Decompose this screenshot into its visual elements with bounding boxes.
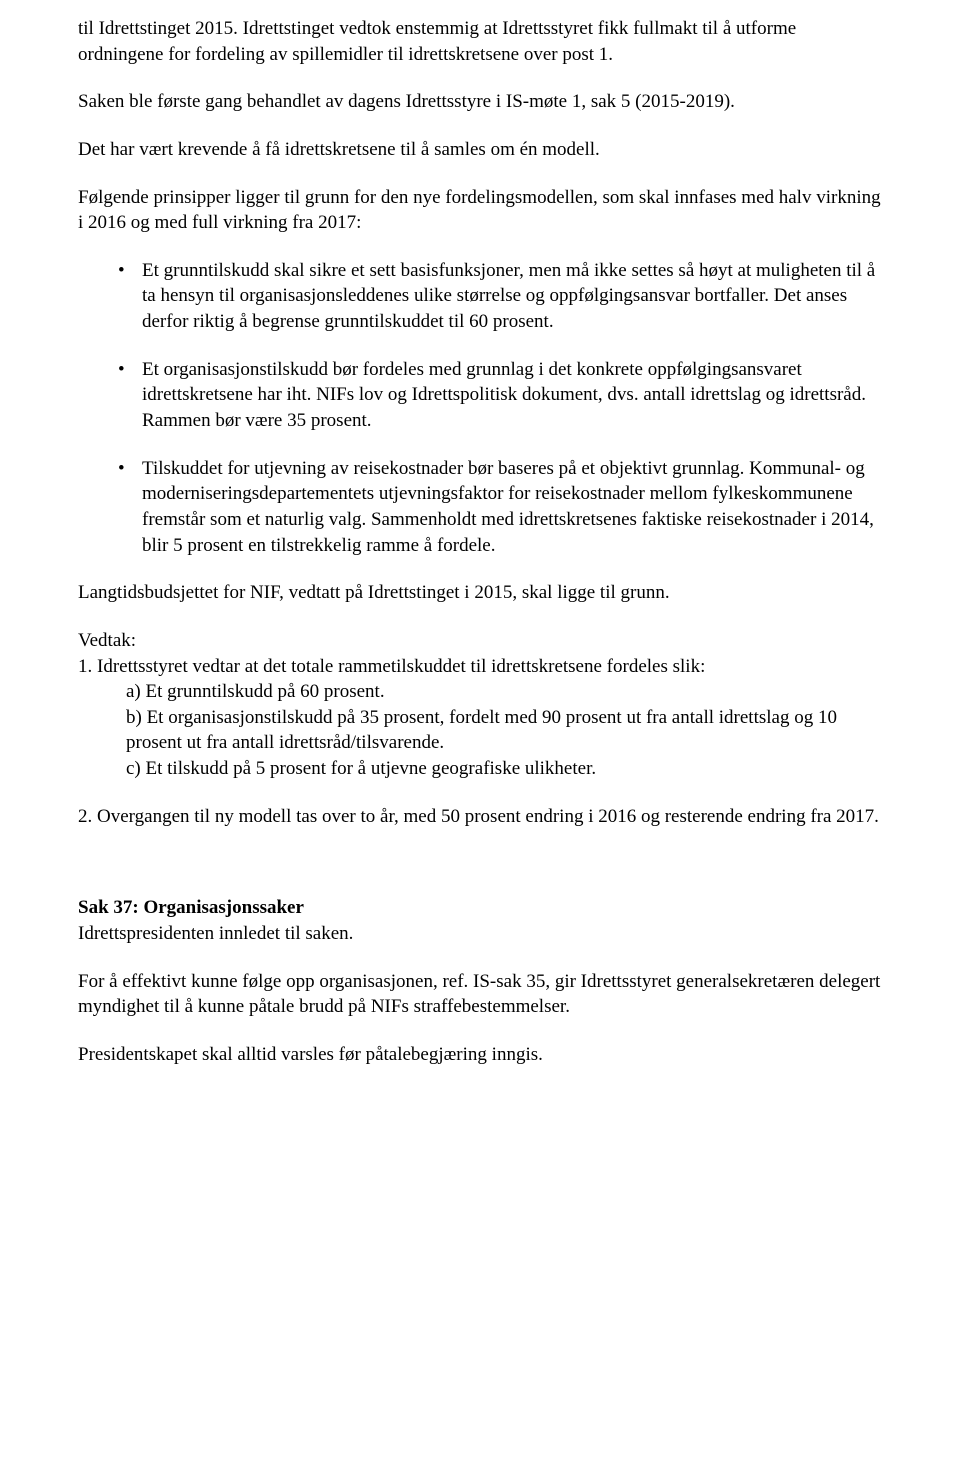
paragraph: Saken ble første gang behandlet av dagen… (78, 89, 882, 115)
paragraph: Det har vært krevende å få idrettskretse… (78, 137, 882, 163)
list-item: Et grunntilskudd skal sikre et sett basi… (118, 258, 882, 335)
document-page: til Idrettstinget 2015. Idrettstinget ve… (0, 0, 960, 1130)
paragraph: Langtidsbudsjettet for NIF, vedtatt på I… (78, 580, 882, 606)
paragraph: For å effektivt kunne følge opp organisa… (78, 969, 882, 1020)
section-heading: Sak 37: Organisasjonssaker (78, 895, 882, 921)
section-gap (78, 851, 882, 895)
vedtak-sub-a: a) Et grunntilskudd på 60 prosent. (78, 679, 882, 705)
paragraph: Presidentskapet skal alltid varsles før … (78, 1042, 882, 1068)
sak-title: Sak 37: Organisasjonssaker (78, 897, 304, 918)
list-item: Tilskuddet for utjevning av reisekostnad… (118, 456, 882, 559)
paragraph: Følgende prinsipper ligger til grunn for… (78, 185, 882, 236)
vedtak-sub-b: b) Et organisasjonstilskudd på 35 prosen… (78, 705, 882, 756)
vedtak-item-1: 1. Idrettsstyret vedtar at det totale ra… (78, 654, 882, 680)
bullet-list: Et grunntilskudd skal sikre et sett basi… (78, 258, 882, 558)
vedtak-block: Vedtak: 1. Idrettsstyret vedtar at det t… (78, 628, 882, 782)
list-item: Et organisasjonstilskudd bør fordeles me… (118, 357, 882, 434)
paragraph: Idrettspresidenten innledet til saken. (78, 921, 882, 947)
vedtak-label: Vedtak: (78, 628, 882, 654)
vedtak-sub-c: c) Et tilskudd på 5 prosent for å utjevn… (78, 756, 882, 782)
vedtak-item-2: 2. Overgangen til ny modell tas over to … (78, 804, 882, 830)
paragraph: til Idrettstinget 2015. Idrettstinget ve… (78, 16, 882, 67)
